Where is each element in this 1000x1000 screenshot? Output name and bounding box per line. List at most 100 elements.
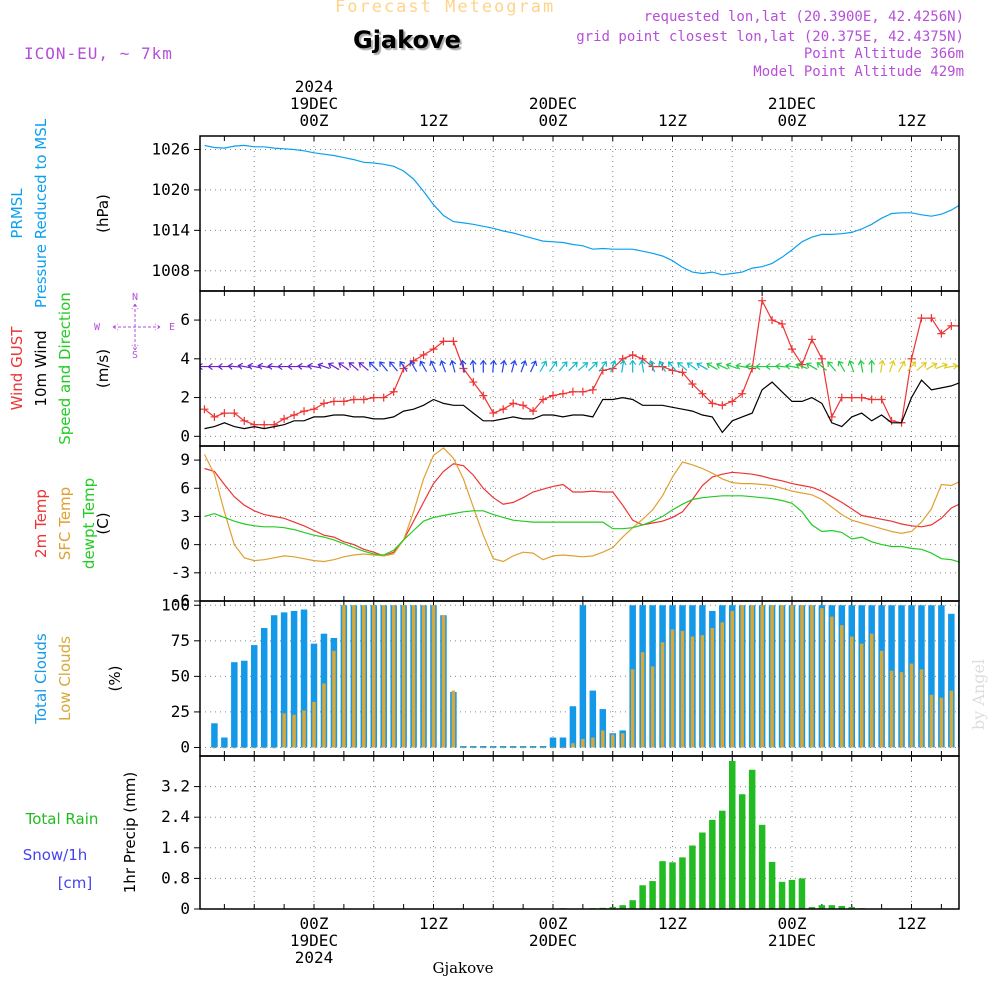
total-clouds-bar [948,613,955,748]
gust-marker [409,356,418,365]
gust-marker [509,399,518,408]
gust-marker [857,393,866,402]
gust-marker [708,399,717,408]
requested-coordinates: requested lon,lat (20.3900E, 42.4256N) [643,9,964,25]
bottom-time-label: 12Z [897,914,926,933]
dewpt-temp-line [204,495,959,563]
bottom-time-label: 00Z [778,914,807,933]
axis-title: dewpt Temp [80,478,98,569]
gust-marker [429,345,438,354]
gust-marker [210,412,219,421]
total-clouds-bar [938,605,945,748]
total-clouds-bar [241,660,248,748]
compass-w: W [94,322,101,333]
wind-arrow [539,360,548,373]
panel-4: 0 25 50 75 100 Total Clouds Low Clouds (%) [32,595,960,757]
y-tick-label: 2.4 [161,807,190,826]
y-tick-label: -6 [171,591,190,610]
low-clouds-bar [770,605,774,748]
gust-marker [349,395,358,404]
total-rain-bar [699,832,706,909]
gust-marker [817,354,826,363]
gust-marker [419,350,428,359]
total-rain-bar [838,905,846,909]
total-rain-bar [629,900,636,909]
wind-arrow [399,360,408,372]
low-clouds-bar [830,616,834,748]
top-time-label: 21DEC [768,94,816,113]
y-tick-label: 2 [180,388,190,407]
compass-s: S [132,350,138,361]
total-rain-bar [758,824,766,909]
gust-marker [738,389,747,398]
total-clouds-bar [290,610,298,748]
low-clouds-bar [521,747,525,749]
plot-area [559,760,865,909]
bottom-time-label: 21DEC [768,931,816,950]
low-clouds-bar [362,605,366,748]
top-time-label: 2024 [295,77,334,96]
snow-unit-label: [cm] [58,874,93,892]
gust-marker [499,405,508,414]
gust-marker [778,319,787,328]
gust-marker [329,397,338,406]
total-rain-bar [848,907,855,909]
low-clouds-bar [252,747,256,749]
total-rain-bar [738,794,746,909]
wind-arrow [638,359,646,373]
low-clouds-bar [481,747,486,749]
low-clouds-bar [949,690,954,748]
axis-title: Speed and Direction [56,292,74,445]
total-rain-bar [709,819,716,909]
low-clouds-bar [391,605,396,748]
low-clouds-bar [292,714,296,748]
total-rain-bar [729,760,736,909]
gust-marker [240,416,249,425]
total-clouds-bar [470,746,477,748]
wind-arrow [706,362,718,371]
y-tick-label: 9 [180,450,190,469]
low-clouds-bar [312,701,316,748]
gust-marker [947,321,956,330]
low-clouds-bar [232,747,237,749]
gust-marker [230,409,239,418]
y-tick-label: 1014 [151,220,190,239]
low-clouds-bar [471,747,476,749]
wind-arrow [247,362,261,370]
low-clouds-bar [561,747,565,749]
axis-title: 10m Wind [32,330,50,406]
low-clouds-bar [571,743,575,748]
wind-arrow [469,359,477,373]
wind-arrow [629,359,637,373]
watermark: by Angel [969,659,988,730]
gust-marker [339,397,348,406]
top-time-label: 12Z [419,111,448,130]
total-rain-bar [768,861,776,909]
wind-arrow [648,359,656,373]
gust-marker [728,397,737,406]
total-rain-bar [828,905,836,909]
low-clouds-bar [352,605,356,748]
compass-arrows [112,303,161,351]
bottom-time-label: 20DEC [529,931,577,950]
gust-marker [797,360,806,369]
wind-arrow [816,362,827,371]
y-tick-label: -3 [171,563,190,582]
panel-2: 0 2 4 6 Wind GUST 10m Wind Speed and Direction… [8,290,960,447]
gust-marker [260,420,269,429]
low-clouds-bar [501,747,505,749]
top-time-label: 00Z [778,111,807,130]
low-clouds-bar [750,605,754,748]
low-clouds-bar [332,650,336,748]
top-time-label: 12Z [897,111,926,130]
unit-label: (hPa) [94,194,112,233]
low-clouds-bar [889,670,894,748]
gust-marker [718,401,727,410]
gust-marker [628,350,637,359]
low-clouds-bar [401,605,406,748]
total-rain-bar [669,862,676,909]
axis-title: Wind GUST [8,326,26,411]
wind-arrow [785,362,799,370]
low-clouds-bar [282,713,286,748]
wind-arrow [925,362,938,371]
